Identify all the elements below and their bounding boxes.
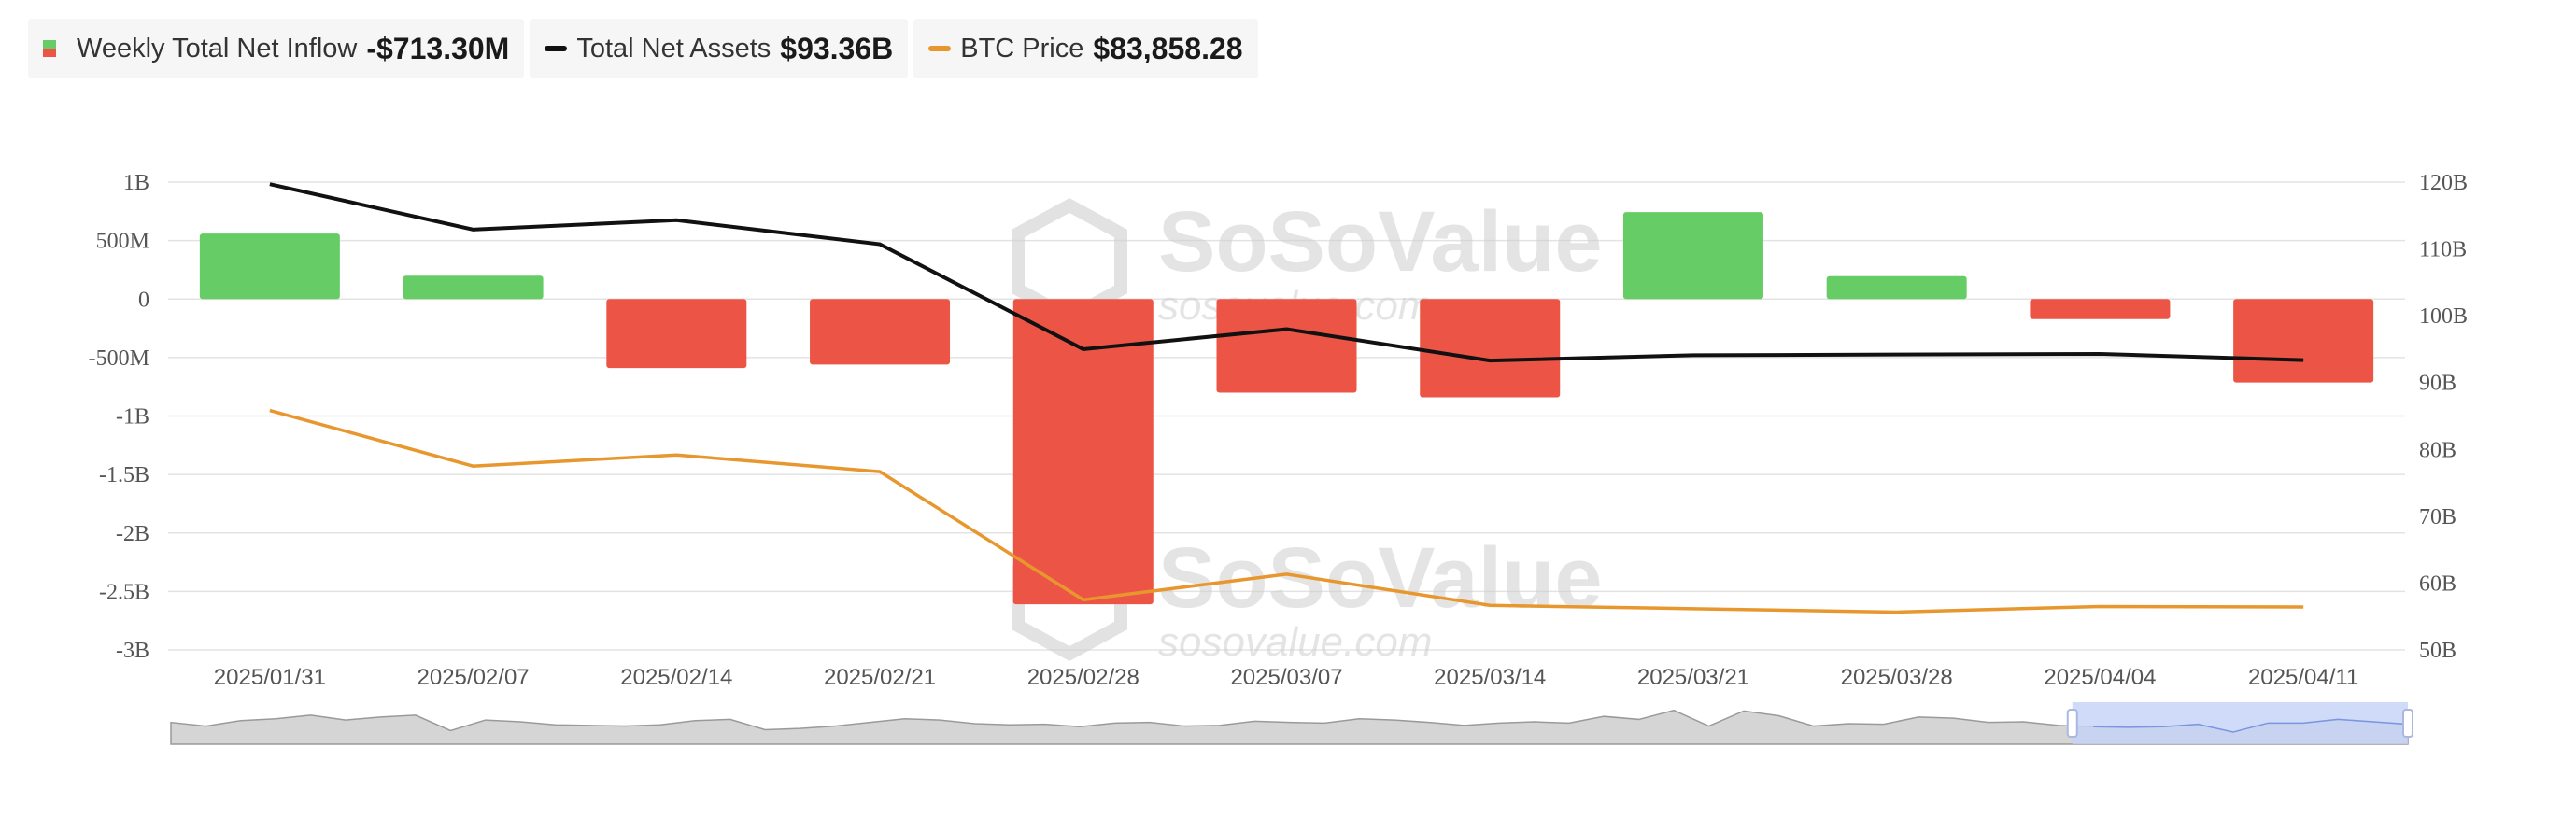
legend-assets-value: $93.36B xyxy=(780,31,894,65)
x-axis-tick: 2025/01/31 xyxy=(214,665,326,690)
left-axis-tick: 500M xyxy=(96,230,149,254)
series-lines xyxy=(269,182,2304,614)
x-axis-ticks: 2025/01/31 2025/02/07 2025/02/14 2025/02/21… xyxy=(214,665,2359,690)
inflow-bar xyxy=(2030,299,2171,319)
inflow-bar xyxy=(1420,299,1561,398)
right-axis-tick: 120B xyxy=(2419,171,2468,195)
legend-btc-label: BTC Price xyxy=(960,33,1084,63)
overview-handle[interactable] xyxy=(2402,709,2413,738)
x-axis-tick: 2025/03/21 xyxy=(1637,665,1749,690)
left-axis-tick: -1.5B xyxy=(99,463,149,487)
legend-item-assets[interactable]: Total Net Assets $93.36B xyxy=(530,19,909,78)
x-axis-tick: 2025/02/21 xyxy=(824,665,936,690)
left-axis-tick: 0 xyxy=(138,288,149,312)
left-axis-tick: -1B xyxy=(116,405,149,430)
legend-inflow-value: -$713.30M xyxy=(366,31,510,65)
left-axis-tick: -3B xyxy=(116,639,149,663)
assets-line-swatch-icon xyxy=(545,46,568,51)
x-axis-tick: 2025/04/11 xyxy=(2248,665,2358,690)
left-axis-tick: -2B xyxy=(116,522,149,546)
overview-selection xyxy=(2072,702,2408,744)
right-axis-tick: 110B xyxy=(2419,238,2467,262)
right-axis-tick: 60B xyxy=(2419,571,2456,596)
legend-item-btc[interactable]: BTC Price $83,858.28 xyxy=(913,19,1258,78)
right-axis-tick: 50B xyxy=(2419,639,2456,663)
x-axis-tick: 2025/02/07 xyxy=(418,665,530,690)
grid-lines xyxy=(168,181,2405,651)
left-axis-ticks: 1B 500M 0 -500M -1B -1.5B -2B -2.5B -3B xyxy=(89,171,149,663)
x-axis-tick: 2025/03/07 xyxy=(1230,665,1342,690)
inflow-bar xyxy=(403,275,544,300)
chart-legend: Weekly Total Net Inflow -$713.30M Total … xyxy=(28,19,1264,78)
inflow-bar xyxy=(2233,299,2374,383)
inflow-bar xyxy=(199,233,340,300)
x-axis-tick: 2025/02/28 xyxy=(1027,665,1139,690)
inflow-bar xyxy=(1012,299,1154,605)
watermark-site: sosovalue.com xyxy=(1158,619,1432,665)
watermark-brand: SoSoValue xyxy=(1158,530,1603,626)
legend-assets-label: Total Net Assets xyxy=(576,33,771,63)
x-axis-tick: 2025/02/14 xyxy=(620,665,732,690)
btc-line-swatch-icon xyxy=(928,46,952,51)
overview-handle[interactable] xyxy=(2066,709,2078,738)
overview-selected-line xyxy=(2093,718,2409,733)
legend-btc-value: $83,858.28 xyxy=(1093,31,1243,65)
inflow-bars xyxy=(199,212,2374,605)
inflow-bar xyxy=(810,299,951,365)
inflow-bar xyxy=(1216,299,1357,393)
x-axis-tick: 2025/04/04 xyxy=(2044,665,2156,690)
inflow-bar xyxy=(1622,212,1763,300)
inflow-swatch-icon xyxy=(43,40,56,57)
legend-inflow-label: Weekly Total Net Inflow xyxy=(77,33,358,63)
watermark-brand: SoSoValue xyxy=(1158,194,1603,289)
right-axis-ticks: 120B 110B 100B 90B 80B 70B 60B 50B xyxy=(2419,171,2468,663)
overview-slider[interactable] xyxy=(170,702,2413,745)
left-axis-tick: -2.5B xyxy=(99,580,149,604)
right-axis-tick: 90B xyxy=(2419,372,2456,396)
inflow-bar xyxy=(606,299,747,369)
right-axis-tick: 70B xyxy=(2419,505,2456,529)
x-axis-tick: 2025/03/14 xyxy=(1434,665,1546,690)
x-axis-tick: 2025/03/28 xyxy=(1841,665,1953,690)
btc-price-line xyxy=(269,408,2304,614)
left-axis-tick: -500M xyxy=(89,346,149,371)
total-net-assets-line xyxy=(269,182,2304,363)
right-axis-tick: 80B xyxy=(2419,438,2456,462)
legend-item-inflow[interactable]: Weekly Total Net Inflow -$713.30M xyxy=(28,19,525,78)
inflow-bar xyxy=(1826,275,1967,300)
left-axis-tick: 1B xyxy=(123,171,149,195)
right-axis-tick: 100B xyxy=(2419,304,2468,329)
